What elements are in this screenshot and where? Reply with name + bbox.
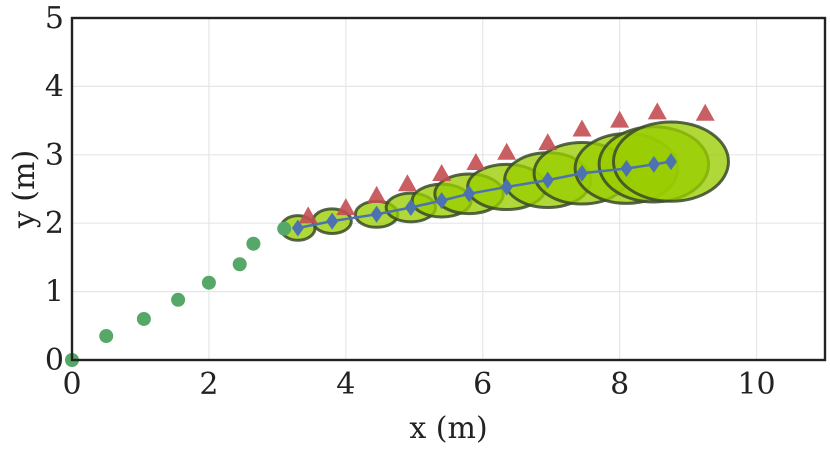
- y-tick-label: 5: [45, 1, 64, 36]
- triangle-point: [397, 174, 417, 192]
- x-tick-label: 0: [62, 367, 81, 402]
- circle-point: [277, 221, 292, 236]
- circle-point: [171, 292, 186, 307]
- x-tick-label: 10: [737, 367, 775, 402]
- y-tick-label: 0: [45, 343, 64, 378]
- y-ticks: 0 1 2 3 4 5: [45, 1, 64, 378]
- triangle-point: [497, 142, 517, 160]
- x-axis-label: x (m): [409, 411, 487, 446]
- diamond-point: [647, 155, 660, 173]
- circle-point: [232, 257, 247, 272]
- y-axis-label: y (m): [7, 150, 42, 229]
- y-tick-label: 1: [45, 275, 64, 310]
- x-tick-label: 2: [199, 367, 218, 402]
- triangle-point: [647, 102, 667, 120]
- triangle-point: [610, 110, 630, 128]
- diamond-point: [291, 219, 304, 237]
- circle-point: [99, 329, 114, 344]
- diamond-point: [404, 198, 417, 216]
- x-tick-label: 8: [610, 367, 629, 402]
- diamond-point: [463, 185, 476, 203]
- triangle-point: [367, 185, 387, 203]
- diamond-point: [664, 153, 677, 171]
- triangle-point: [432, 163, 452, 181]
- diamond-point: [326, 212, 339, 230]
- diamond-point: [370, 205, 383, 223]
- triangle-point: [572, 119, 592, 137]
- plot-frame: [70, 16, 827, 362]
- series-markers: [65, 102, 715, 367]
- triangle-point: [298, 206, 318, 224]
- circle-point: [246, 236, 261, 251]
- diamond-point: [541, 171, 554, 189]
- diamond-point: [620, 159, 633, 177]
- triangle-point: [695, 103, 715, 121]
- x-ticks: 0 2 4 6 8 10: [62, 367, 775, 402]
- y-tick-label: 2: [45, 206, 64, 241]
- diamond-point: [575, 164, 588, 182]
- x-tick-label: 6: [473, 367, 492, 402]
- x-tick-label: 4: [336, 367, 355, 402]
- uncertainty-ellipses: [279, 120, 730, 242]
- diamond-point: [500, 178, 513, 196]
- diamond-point: [435, 192, 448, 210]
- y-tick-label: 4: [45, 69, 64, 104]
- triangle-point: [466, 153, 486, 171]
- triangle-point: [336, 198, 356, 216]
- circle-point: [136, 311, 151, 326]
- triangle-point: [538, 133, 558, 151]
- y-tick-label: 3: [45, 138, 64, 173]
- circle-point: [201, 275, 216, 290]
